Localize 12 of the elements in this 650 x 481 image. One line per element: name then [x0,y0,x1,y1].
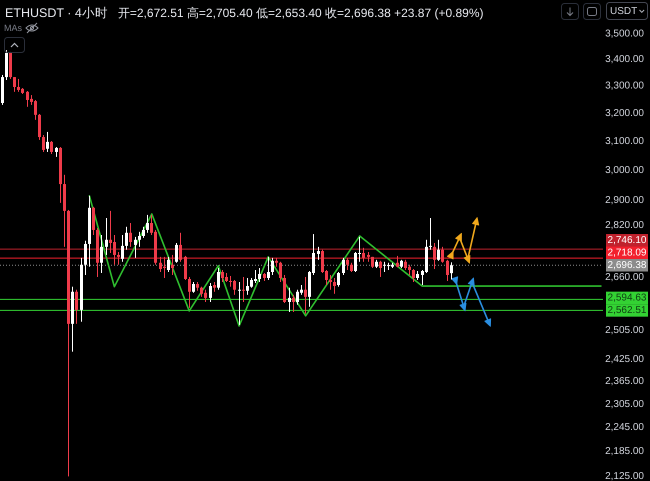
point [460,302,466,312]
subtitle: 开=2,672.51 高=2,705.40 低=2,653.40 收=2,696.38 +23.87 (+0.89%) [118,6,484,20]
annotation: USDT [610,6,638,17]
point [484,318,492,327]
point [468,278,475,286]
point [455,232,462,242]
point [464,255,470,264]
point [472,217,480,226]
annotation: MAs [4,23,22,33]
point [446,250,454,260]
point [451,276,458,285]
title: ETHUSDT · 4小时 [5,6,108,20]
